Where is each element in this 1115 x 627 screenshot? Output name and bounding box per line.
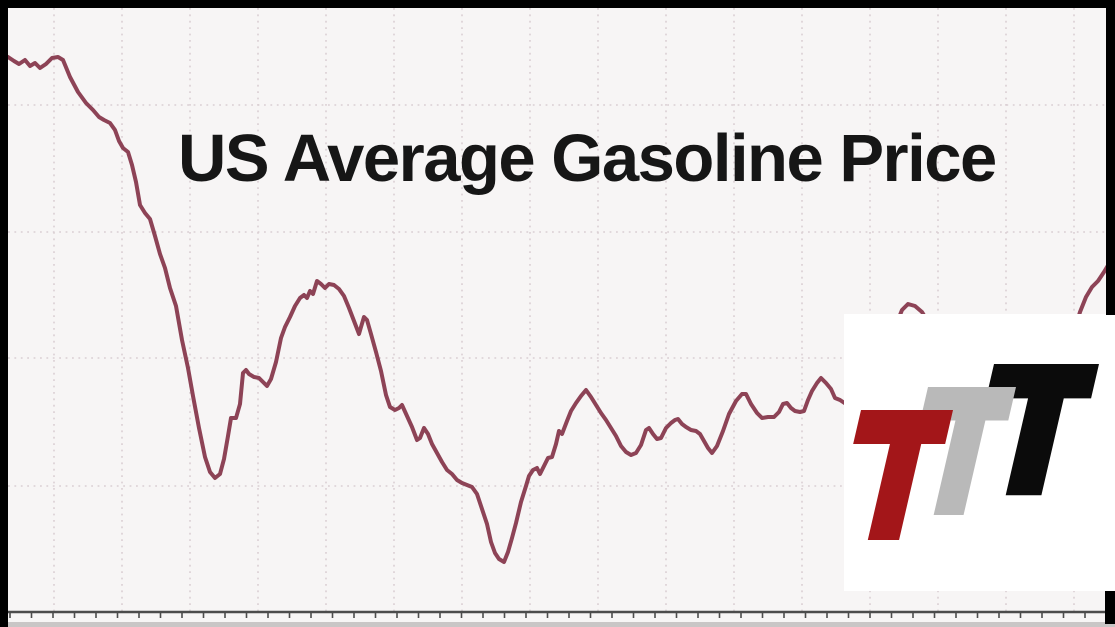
ttt-logo-icon: [853, 364, 1099, 540]
top-border: [0, 0, 1115, 8]
price-line: [6, 55, 1112, 564]
left-border: [0, 0, 8, 627]
bottom-gray-strip: [0, 622, 1115, 627]
chart-title: US Average Gasoline Price: [178, 121, 997, 196]
right-border-upper: [1106, 0, 1115, 315]
logo-letter-t-red-icon: [853, 410, 954, 540]
logo-watermark: [844, 314, 1115, 591]
logo-letter-t-black-icon: [986, 364, 1099, 496]
right-border-lower: [1105, 591, 1115, 624]
